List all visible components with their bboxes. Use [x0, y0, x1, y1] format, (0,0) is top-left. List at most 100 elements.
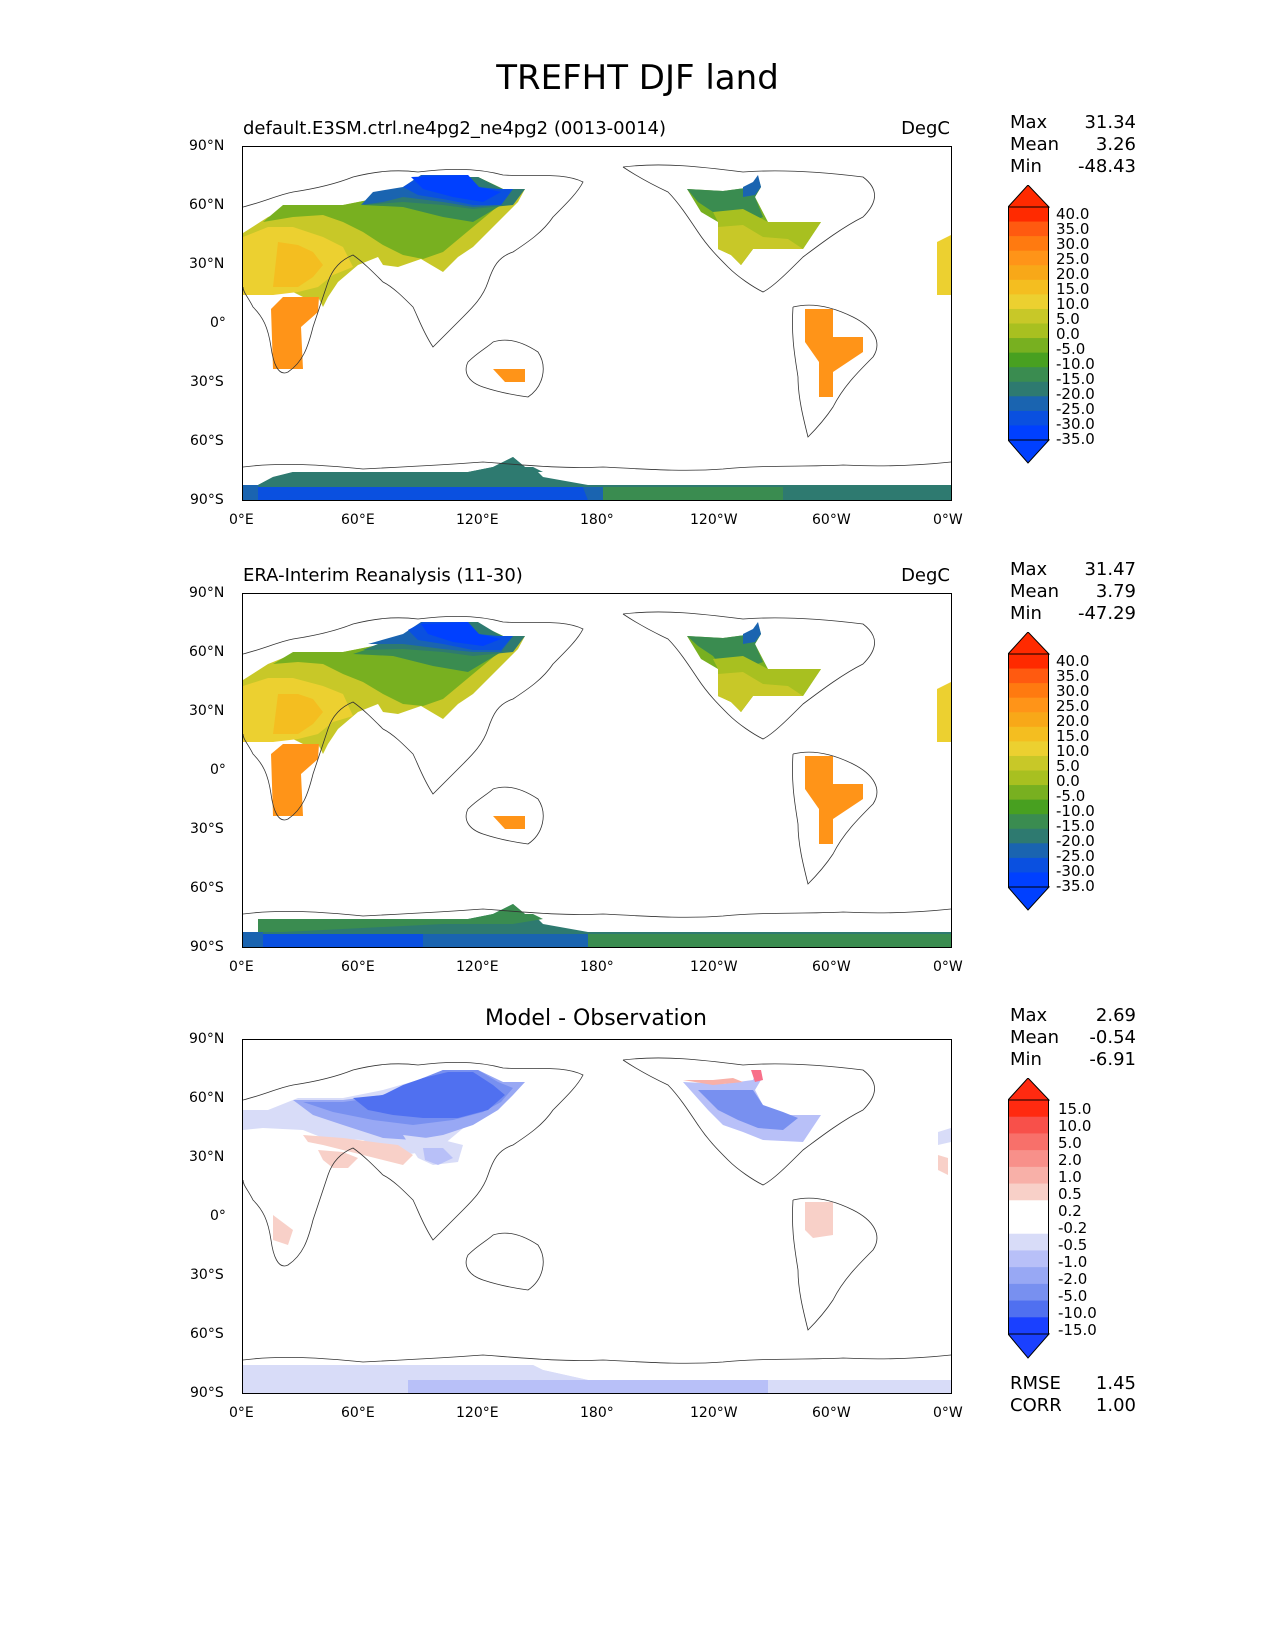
colorbar-band — [1008, 367, 1049, 383]
stat-label: Min — [1010, 603, 1042, 624]
lon-tick: 60°E — [341, 1405, 375, 1421]
panel-2-stats: Max 31.47 Mean 3.79 Min -47.29 — [1010, 559, 1136, 625]
lat-tick: 60°S — [190, 433, 224, 449]
lon-tick: 60°E — [341, 512, 375, 528]
colorbar-band — [1008, 1267, 1049, 1285]
panel-1-colorbar-labels: 40.0 35.0 30.0 25.0 20.0 15.0 10.0 5.0 0… — [1056, 207, 1116, 467]
lat-tick: 60°N — [189, 644, 225, 660]
stat-min: -47.29 — [1077, 603, 1136, 624]
lon-tick: 60°W — [812, 1405, 851, 1421]
colorbar-label: -35.0 — [1056, 430, 1095, 448]
lon-tick: 60°W — [812, 512, 851, 528]
panel-1-temperature-field — [243, 175, 951, 500]
colorbar-label: -15.0 — [1056, 817, 1095, 835]
colorbar-label: -5.0 — [1056, 340, 1086, 358]
lat-tick: 0° — [210, 315, 226, 331]
colorbar-label: 25.0 — [1056, 250, 1090, 268]
colorbar-band — [1008, 396, 1049, 412]
panel-3-difference-field — [243, 1070, 951, 1393]
colorbar-label: 40.0 — [1056, 652, 1090, 670]
colorbar-band — [1008, 1233, 1049, 1251]
lon-tick: 0°E — [229, 1405, 254, 1421]
colorbar-label: 20.0 — [1056, 265, 1090, 283]
colorbar-band — [1008, 1217, 1049, 1235]
colorbar-label: -2.0 — [1058, 1270, 1088, 1288]
stat-label: Max — [1010, 1005, 1048, 1026]
colorbar-label: -1.0 — [1058, 1253, 1088, 1271]
colorbar-label: 1.0 — [1058, 1168, 1082, 1186]
panel-1-coastlines — [243, 164, 951, 471]
panel-2-coastlines — [243, 611, 951, 918]
lon-tick: 120°W — [690, 959, 738, 975]
colorbar-band — [1008, 1317, 1049, 1335]
lat-tick: 90°N — [189, 585, 225, 601]
colorbar-band — [1008, 352, 1049, 368]
colorbar-band — [1008, 828, 1049, 844]
panel-3-colorbar — [1008, 1078, 1050, 1359]
lon-tick: 0°E — [229, 959, 254, 975]
colorbar-band — [1008, 265, 1049, 281]
lon-tick: 120°E — [456, 512, 499, 528]
lon-tick: 120°W — [690, 512, 738, 528]
lat-tick: 60°S — [190, 880, 224, 896]
colorbar-band — [1008, 799, 1049, 815]
stat-min: -48.43 — [1077, 156, 1136, 177]
colorbar-band — [1008, 236, 1049, 252]
metric-corr: 1.00 — [1095, 1395, 1136, 1416]
lat-tick: 60°N — [189, 1090, 225, 1106]
colorbar-band — [1008, 1183, 1049, 1201]
lon-tick: 0°W — [933, 959, 963, 975]
colorbar-band — [1008, 1250, 1049, 1268]
lat-tick: 30°S — [190, 821, 224, 837]
colorbar-label: -35.0 — [1056, 877, 1095, 895]
colorbar-label: 35.0 — [1056, 667, 1090, 685]
panel-3-metrics: RMSE 1.45 CORR 1.00 — [1010, 1373, 1136, 1417]
colorbar-band — [1008, 1100, 1049, 1118]
colorbar-band — [1008, 683, 1049, 699]
lon-tick: 0°W — [933, 1405, 963, 1421]
lat-tick: 30°N — [189, 256, 225, 272]
colorbar-label: 15.0 — [1056, 727, 1090, 745]
lat-tick: 90°N — [189, 1031, 225, 1047]
metric-label: RMSE — [1010, 1373, 1061, 1394]
colorbar-label: -15.0 — [1058, 1321, 1097, 1339]
lon-tick: 180° — [580, 512, 614, 528]
colorbar-label: 30.0 — [1056, 235, 1090, 253]
lat-tick: 0° — [210, 1208, 226, 1224]
colorbar-band — [1008, 1283, 1049, 1302]
stat-max: 31.34 — [1084, 112, 1136, 133]
stat-mean: -0.54 — [1089, 1027, 1136, 1048]
colorbar-band — [1008, 712, 1049, 728]
colorbar-band — [1008, 741, 1049, 757]
metric-label: CORR — [1010, 1395, 1062, 1416]
panel-2-colorbar — [1008, 632, 1050, 911]
colorbar-label: 5.0 — [1056, 310, 1080, 328]
colorbar-label: -10.0 — [1058, 1304, 1097, 1322]
panel-2-map — [242, 593, 952, 948]
colorbar-band — [1008, 668, 1049, 684]
lat-tick: 90°N — [189, 138, 225, 154]
colorbar-band — [1008, 381, 1049, 397]
panel-1-stats: Max 31.34 Mean 3.26 Min -48.43 — [1010, 112, 1136, 178]
colorbar-band — [1008, 1300, 1049, 1318]
colorbar-band — [1008, 843, 1049, 859]
colorbar-band — [1008, 250, 1049, 266]
colorbar-label: 35.0 — [1056, 220, 1090, 238]
stat-mean: 3.79 — [1095, 581, 1136, 602]
lon-tick: 180° — [580, 1405, 614, 1421]
lat-tick: 90°S — [190, 939, 224, 955]
colorbar-band — [1008, 770, 1049, 786]
colorbar-label: -20.0 — [1056, 832, 1095, 850]
colorbar-band — [1008, 308, 1049, 324]
panel-3-title: Model - Observation — [485, 1006, 707, 1031]
lat-tick: 30°N — [189, 1149, 225, 1165]
panel-1-title: default.E3SM.ctrl.ne4pg2_ne4pg2 (0013-00… — [243, 118, 666, 139]
panel-1-colorbar — [1008, 185, 1050, 464]
colorbar-label: 0.2 — [1058, 1202, 1082, 1220]
panel-3-map — [242, 1039, 952, 1394]
stat-label: Min — [1010, 1049, 1042, 1070]
colorbar-label: 5.0 — [1058, 1134, 1082, 1152]
colorbar-label: 0.0 — [1056, 772, 1080, 790]
stat-label: Max — [1010, 112, 1048, 133]
colorbar-band — [1008, 1150, 1049, 1168]
